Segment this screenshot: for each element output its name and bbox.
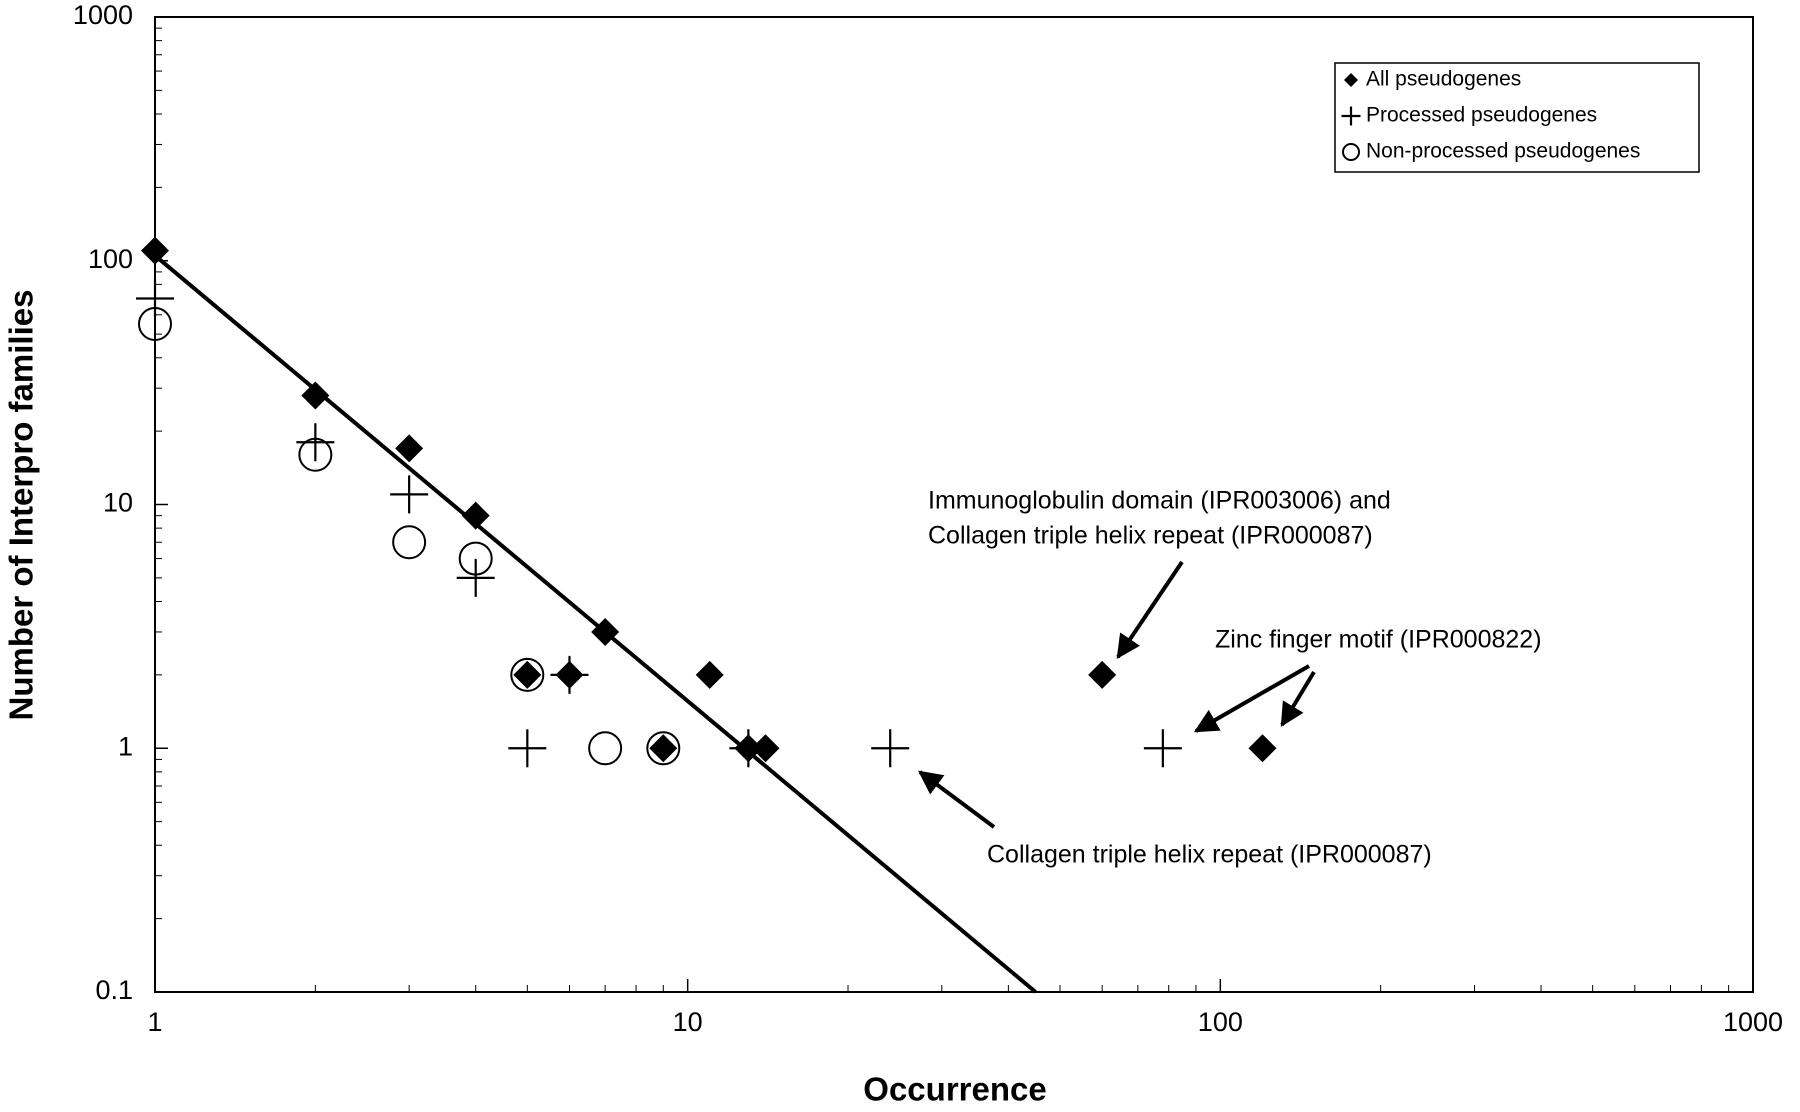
arrow	[918, 770, 996, 829]
point-diamond	[1344, 73, 1358, 87]
y-tick-label: 1000	[73, 0, 133, 30]
legend-box	[1334, 62, 1700, 173]
point-circle	[646, 731, 681, 766]
point-circle	[1342, 143, 1360, 161]
annotation: Zinc finger motif (IPR000822)	[1215, 626, 1542, 654]
y-tick-label: 10	[103, 488, 133, 518]
x-tick-label: 1000	[1723, 1007, 1783, 1037]
y-tick-label: 1	[118, 731, 133, 761]
point-plus	[390, 475, 429, 514]
annotation: Collagen triple helix repeat (IPR000087)	[928, 522, 1373, 550]
point-diamond	[555, 660, 584, 689]
x-tick-label: 100	[1198, 1007, 1243, 1037]
point-circle	[510, 657, 545, 692]
point-plus	[136, 279, 174, 318]
point-diamond	[695, 660, 724, 689]
point-plus	[1143, 729, 1182, 768]
point-circle	[588, 731, 623, 766]
point-diamond	[1088, 660, 1117, 689]
arrow	[1116, 560, 1184, 659]
legend-label: Non-processed pseudogenes	[1366, 140, 1640, 163]
point-diamond	[591, 617, 620, 646]
point-diamond	[751, 734, 780, 763]
arrow	[1280, 670, 1316, 728]
y-tick-label: 0.1	[95, 975, 133, 1005]
point-diamond	[301, 381, 330, 410]
point-diamond	[513, 660, 542, 689]
x-tick-label: 1	[147, 1007, 162, 1037]
point-diamond	[141, 236, 169, 265]
point-plus	[456, 558, 495, 597]
point-circle	[392, 525, 427, 560]
arrow	[1193, 664, 1310, 733]
plot-layer: 1 10 100 1000 0.1 1 10 100 1000	[73, 0, 1783, 1037]
annotation: Immunoglobulin domain (IPR003006) and	[928, 487, 1391, 515]
point-diamond	[649, 734, 678, 763]
annotation: Collagen triple helix repeat (IPR000087)	[987, 841, 1432, 869]
legend-label: All pseudogenes	[1366, 68, 1521, 91]
x-axis-title: Occurrence	[863, 1071, 1046, 1108]
point-diamond	[395, 434, 424, 463]
point-plus	[508, 729, 547, 768]
annotation-arrows	[918, 560, 1316, 829]
point-diamond	[1248, 734, 1277, 763]
x-tick-label: 10	[673, 1007, 703, 1037]
point-plus	[296, 423, 335, 462]
legend-label: Processed pseudogenes	[1366, 104, 1597, 127]
y-axis-title: Number of Interpro families	[3, 290, 40, 721]
point-plus	[1341, 106, 1361, 126]
point-plus	[871, 729, 910, 768]
point-diamond	[734, 734, 763, 763]
point-diamond	[461, 501, 490, 530]
trend-line	[153, 254, 1037, 994]
y-tick-label: 100	[88, 244, 133, 274]
